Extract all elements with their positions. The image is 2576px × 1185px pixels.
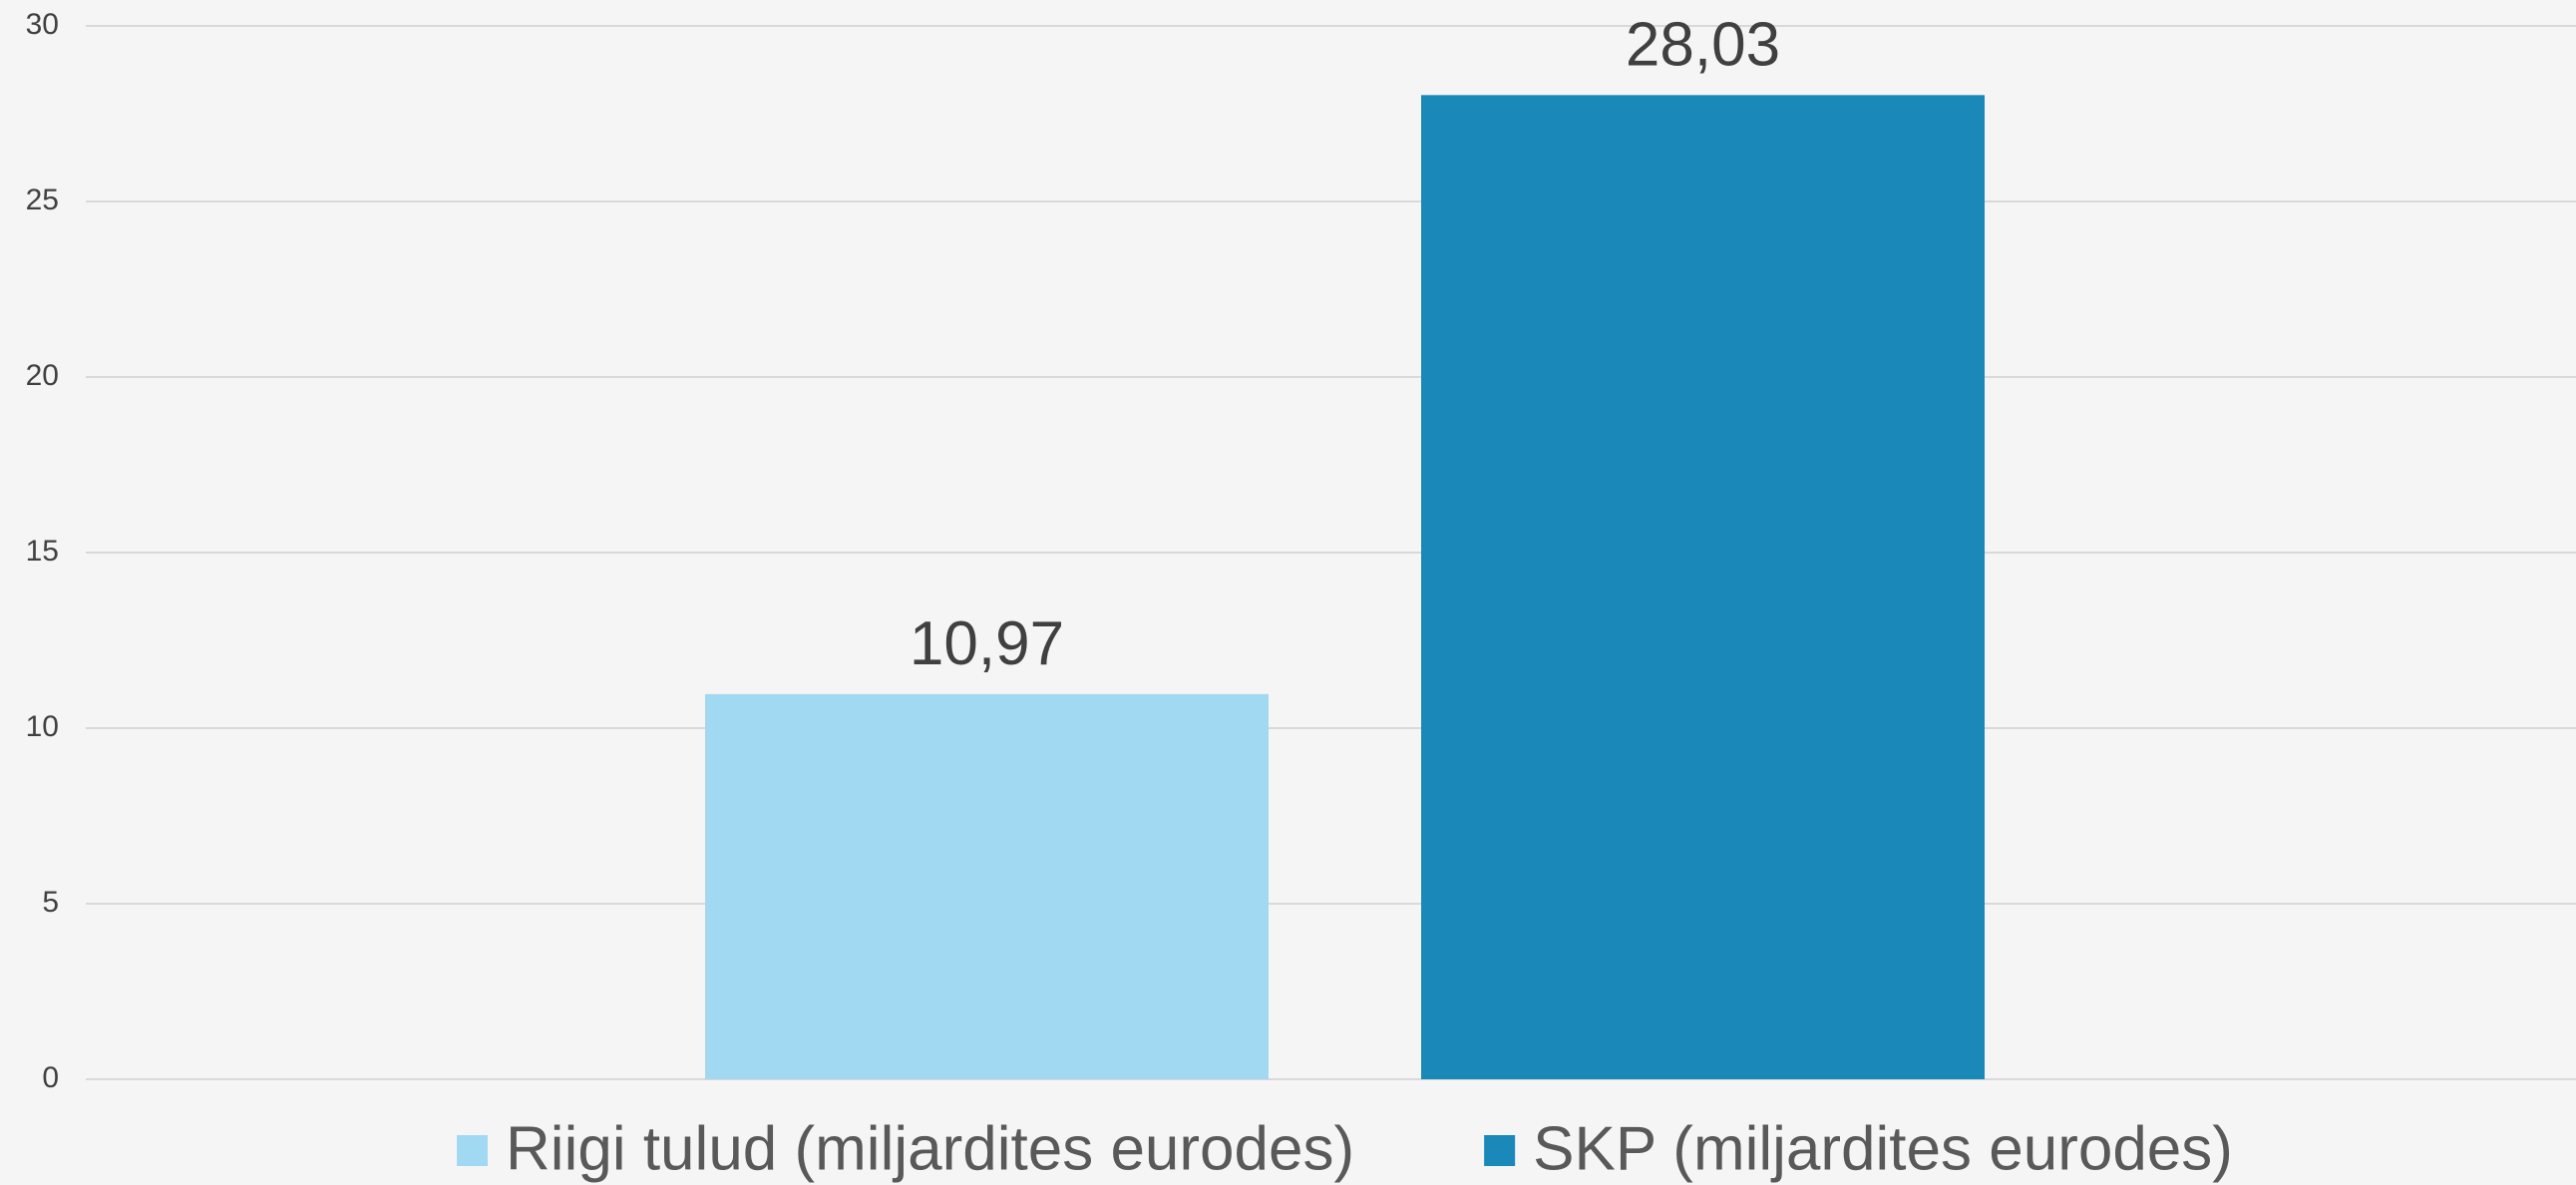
legend-label: SKP (miljardites eurodes) bbox=[1533, 1114, 2233, 1183]
y-tick-label: 25 bbox=[26, 184, 59, 216]
y-tick-label: 20 bbox=[26, 359, 59, 392]
y-tick-label: 10 bbox=[26, 710, 59, 743]
legend-swatch bbox=[1484, 1135, 1516, 1166]
legend-label: Riigi tulud (miljardites eurodes) bbox=[506, 1114, 1354, 1183]
bar bbox=[705, 693, 1269, 1079]
bar bbox=[1421, 95, 1985, 1080]
value-label: 28,03 bbox=[1626, 11, 1780, 80]
y-tick-label: 15 bbox=[26, 535, 59, 568]
y-tick-label: 30 bbox=[26, 8, 59, 41]
y-tick-label: 0 bbox=[42, 1061, 59, 1094]
value-label: 10,97 bbox=[910, 609, 1064, 678]
y-tick-label: 5 bbox=[42, 886, 59, 919]
legend-swatch bbox=[457, 1135, 489, 1166]
